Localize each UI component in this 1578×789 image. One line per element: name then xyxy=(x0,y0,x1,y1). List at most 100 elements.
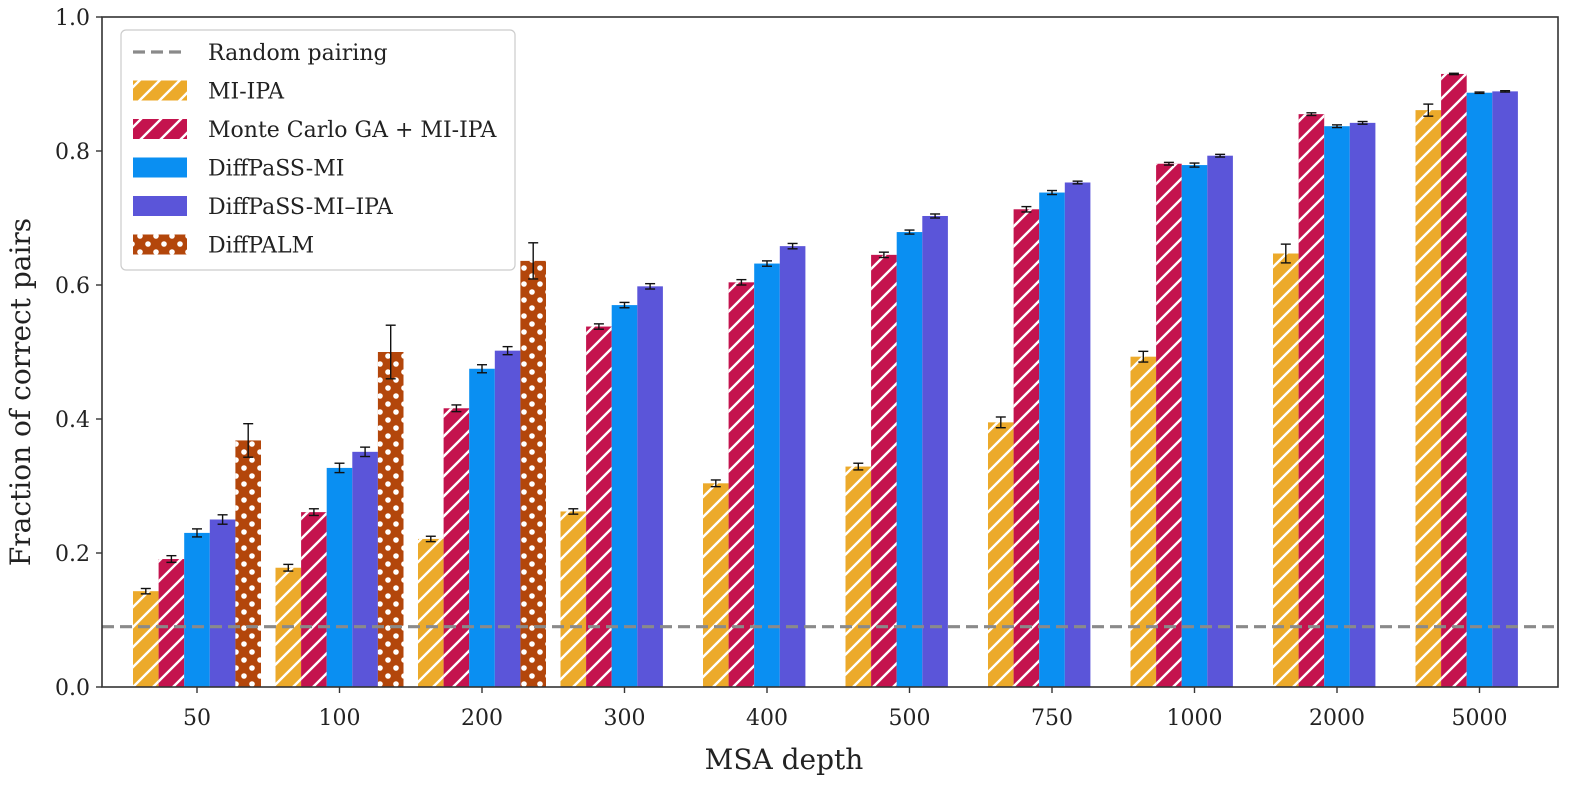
bar xyxy=(418,538,444,687)
error-bar xyxy=(710,479,721,488)
bar-fill xyxy=(209,519,236,687)
x-tick-label: 5000 xyxy=(1452,706,1508,731)
bar xyxy=(1441,73,1467,687)
bar-fill xyxy=(1039,192,1065,687)
bar-pattern xyxy=(235,440,261,687)
bar xyxy=(301,512,327,687)
error-bar xyxy=(477,364,487,374)
bar xyxy=(560,511,587,687)
bar-fill xyxy=(352,451,378,687)
y-tick-label: 1.0 xyxy=(55,6,90,31)
bar-fill xyxy=(1466,92,1493,687)
bar-pattern xyxy=(377,352,404,687)
error-bar xyxy=(1047,189,1057,196)
bar-pattern xyxy=(1273,253,1299,687)
bar xyxy=(326,467,353,687)
error-bar xyxy=(995,416,1006,429)
error-bar xyxy=(1332,124,1342,129)
error-bar xyxy=(192,528,202,538)
error-bar xyxy=(930,213,941,219)
bar-pattern xyxy=(1013,209,1040,687)
error-bar xyxy=(878,251,889,259)
bar xyxy=(209,519,236,687)
bar xyxy=(586,326,612,687)
error-bar xyxy=(645,282,656,290)
bar xyxy=(1181,165,1208,687)
bar xyxy=(845,466,872,687)
bar-pattern xyxy=(988,422,1014,687)
bar xyxy=(754,263,780,687)
bar-pattern xyxy=(871,254,897,687)
error-bar xyxy=(360,446,371,458)
error-bar xyxy=(166,554,177,564)
bar-fill xyxy=(896,232,923,687)
x-tick-label: 100 xyxy=(319,706,361,731)
bar xyxy=(352,451,378,687)
legend-label: MI-IPA xyxy=(208,80,285,105)
bar-fill xyxy=(1064,182,1091,687)
bar xyxy=(1466,92,1493,687)
bar xyxy=(779,246,806,687)
bar-pattern xyxy=(443,408,470,687)
error-bar xyxy=(308,508,319,517)
x-tick-label: 750 xyxy=(1031,706,1073,731)
error-bar xyxy=(502,345,513,356)
bar-fill xyxy=(611,305,638,687)
error-bar xyxy=(1021,205,1032,213)
error-bar xyxy=(593,323,604,330)
bar xyxy=(1349,122,1376,687)
bar xyxy=(1324,126,1350,687)
y-tick-label: 0.6 xyxy=(55,274,90,299)
bar-fill xyxy=(1349,122,1376,687)
x-tick-label: 50 xyxy=(183,706,211,731)
error-bar xyxy=(451,404,462,413)
legend-item: DiffPaSS-MI–IPA xyxy=(133,195,394,220)
plot-area xyxy=(102,72,1558,687)
bar xyxy=(703,483,729,687)
legend-label: DiffPALM xyxy=(208,234,314,259)
error-bar xyxy=(787,242,798,250)
bar-fill xyxy=(1492,91,1518,687)
bar xyxy=(988,422,1014,687)
bar-pattern xyxy=(1156,163,1182,687)
legend: Random pairing MI-IPA Monte Carlo GA + MI-… xyxy=(120,29,516,271)
legend-swatch-pattern xyxy=(133,119,187,139)
y-tick-label: 0.8 xyxy=(55,140,90,165)
bar-pattern xyxy=(560,511,587,687)
bar xyxy=(1273,253,1299,687)
bar-pattern xyxy=(158,559,185,687)
error-bar xyxy=(1448,72,1459,76)
bar xyxy=(871,254,897,687)
bar-pattern xyxy=(1415,110,1442,687)
legend-swatch-pattern xyxy=(133,234,187,255)
error-bar xyxy=(385,324,396,380)
bar-pattern xyxy=(1298,114,1325,687)
error-bar xyxy=(762,260,772,267)
legend-box xyxy=(120,29,516,271)
bar xyxy=(1039,192,1065,687)
error-bar xyxy=(619,301,630,309)
error-bar xyxy=(1423,103,1434,117)
bar xyxy=(728,282,755,687)
bar-pattern xyxy=(845,466,872,687)
x-tick-label: 1000 xyxy=(1167,706,1223,731)
legend-label: DiffPaSS-MI xyxy=(208,157,344,182)
legend-label: Random pairing xyxy=(208,41,388,66)
bar xyxy=(1130,356,1157,687)
bar xyxy=(235,440,261,687)
x-tick-label: 2000 xyxy=(1309,706,1365,731)
x-tick-label: 500 xyxy=(889,706,931,731)
bar-pattern xyxy=(703,483,729,687)
legend-label: DiffPaSS-MI–IPA xyxy=(208,195,394,220)
bar-fill xyxy=(469,368,495,687)
error-bar xyxy=(568,508,579,515)
bar-fill xyxy=(184,532,210,687)
x-tick-label: 400 xyxy=(746,706,788,731)
bar-fill xyxy=(754,263,780,687)
legend-label: Monte Carlo GA + MI-IPA xyxy=(208,118,498,143)
error-bar xyxy=(334,462,345,474)
error-bar xyxy=(1163,161,1174,166)
bar xyxy=(1492,91,1518,687)
error-bar xyxy=(528,242,539,280)
bar-fill xyxy=(922,215,948,687)
